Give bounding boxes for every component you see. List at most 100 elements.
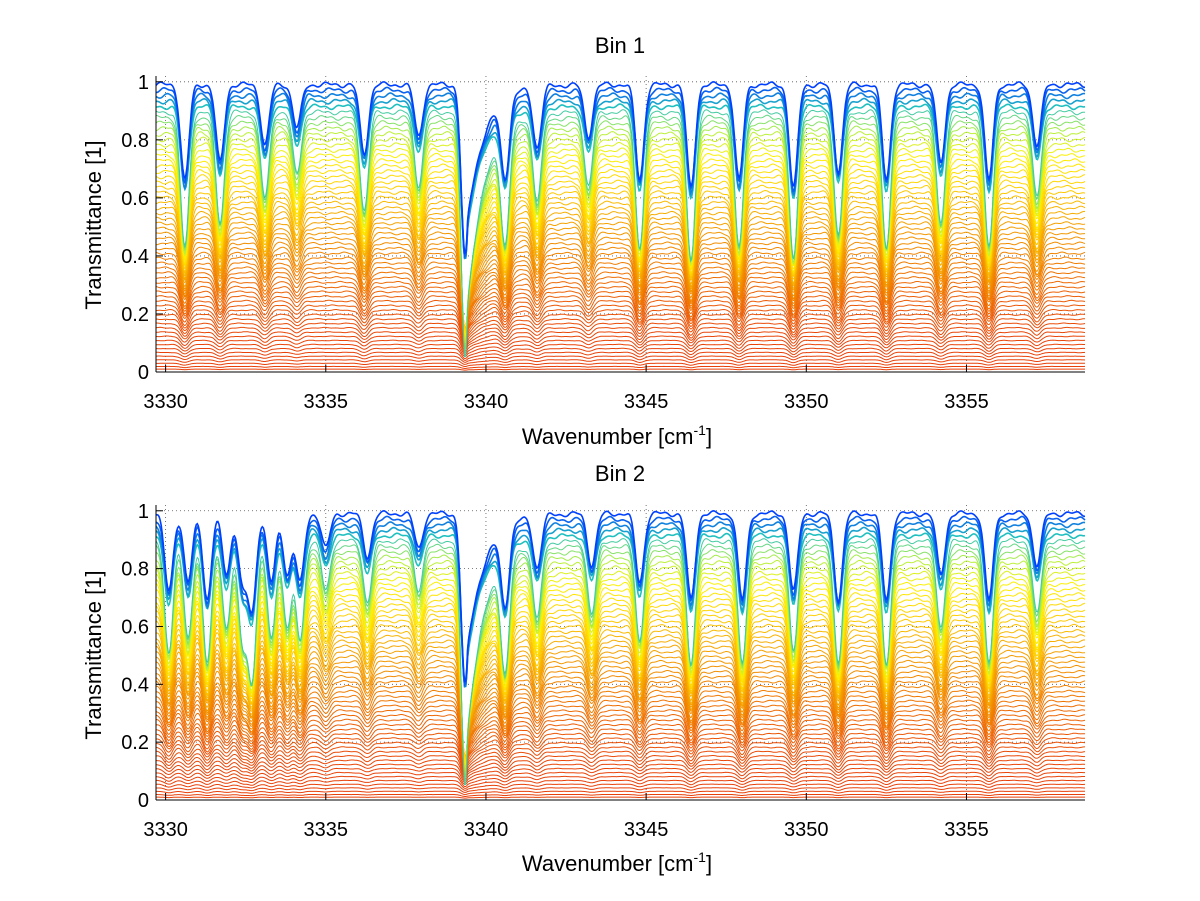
- series-group: [155, 509, 1086, 799]
- series-line: [155, 750, 1086, 776]
- x-tick-label: 3335: [304, 819, 349, 841]
- series-line: [155, 246, 1086, 332]
- series-line: [155, 586, 1086, 765]
- series-line: [155, 554, 1086, 778]
- series-line: [156, 794, 1085, 797]
- series-line: [155, 80, 1085, 255]
- series-line: [155, 709, 1086, 764]
- series-line: [155, 331, 1086, 351]
- series-line: [156, 339, 1086, 355]
- series-line: [155, 694, 1086, 760]
- series-line: [155, 570, 1086, 772]
- series-line: [155, 131, 1086, 350]
- series-line: [155, 775, 1085, 787]
- series-line: [155, 597, 1086, 766]
- series-line: [156, 335, 1086, 353]
- x-tick-label: 3340: [464, 391, 509, 413]
- series-line: [155, 732, 1085, 769]
- series-line: [155, 276, 1085, 334]
- y-tick-label: 0.4: [121, 674, 149, 696]
- y-tick-label: 0.8: [121, 559, 149, 581]
- series-line: [155, 771, 1085, 785]
- series-line: [155, 509, 1085, 683]
- series-line: [156, 351, 1086, 361]
- series-line: [155, 205, 1086, 332]
- y-tick-label: 0.6: [121, 616, 149, 638]
- series-line: [156, 343, 1085, 357]
- series-line: [155, 741, 1086, 773]
- series-group: [155, 80, 1086, 371]
- chart-title: Bin 1: [595, 33, 645, 58]
- series-line: [155, 565, 1086, 775]
- series-line: [156, 86, 1086, 259]
- series-line: [155, 326, 1085, 349]
- series-line: [155, 163, 1086, 337]
- series-line: [156, 767, 1086, 783]
- y-tick-label: 1: [138, 72, 149, 94]
- series-line: [155, 236, 1086, 329]
- series-line: [156, 664, 1086, 757]
- series-line: [155, 718, 1086, 765]
- series-line: [155, 689, 1086, 760]
- series-line: [156, 796, 1085, 799]
- y-tick-label: 0.8: [121, 130, 149, 152]
- x-tick-label: 3330: [143, 819, 188, 841]
- series-line: [155, 763, 1086, 781]
- x-axis-label: Wavenumber [cm-1]: [522, 849, 712, 876]
- chart-panel-bin-2: Bin 2 3330 3335 3340 3345 3350 3355 0 0.2 0.4 0.…: [81, 461, 1086, 876]
- series-line: [155, 592, 1086, 765]
- axes: [155, 76, 1085, 373]
- series-line: [155, 266, 1086, 332]
- series-line: [155, 109, 1086, 358]
- series-line: [155, 142, 1086, 344]
- x-tick-label: 3350: [784, 819, 829, 841]
- series-line: [155, 221, 1086, 329]
- series-line: [155, 179, 1086, 334]
- series-line: [155, 699, 1086, 761]
- y-axis-label: Transmittance [1]: [81, 140, 106, 309]
- x-tick-label: 3355: [944, 391, 989, 413]
- x-tick-label: 3345: [624, 819, 669, 841]
- series-line: [155, 285, 1086, 337]
- series-line: [155, 210, 1086, 332]
- series-line: [155, 515, 1086, 687]
- series-line: [155, 654, 1086, 757]
- y-tick-label: 0.2: [121, 304, 149, 326]
- series-line: [156, 759, 1086, 779]
- x-tick-label: 3350: [784, 391, 829, 413]
- series-line: [155, 136, 1086, 347]
- series-line: [156, 359, 1086, 365]
- series-line: [155, 152, 1086, 340]
- x-tick-label: 3335: [304, 391, 349, 413]
- series-line: [156, 184, 1085, 333]
- series-line: [155, 746, 1085, 775]
- series-line: [156, 114, 1086, 353]
- series-line: [155, 639, 1086, 760]
- series-line: [155, 261, 1086, 331]
- series-line: [155, 295, 1085, 338]
- series-line: [155, 241, 1086, 331]
- series-line: [155, 256, 1086, 331]
- series-line: [156, 787, 1085, 793]
- series-line: [155, 674, 1086, 760]
- series-line: [155, 195, 1086, 330]
- series-line: [155, 532, 1086, 688]
- y-tick-label: 0.6: [121, 188, 149, 210]
- series-line: [155, 679, 1086, 760]
- series-line: [156, 355, 1085, 363]
- series-line: [155, 92, 1086, 259]
- series-line: [156, 704, 1085, 762]
- series-line: [155, 313, 1086, 345]
- series-line: [155, 623, 1086, 759]
- series-line: [155, 347, 1086, 360]
- series-line: [155, 526, 1086, 688]
- axes: [155, 505, 1085, 801]
- series-line: [155, 158, 1086, 337]
- chart-panel-bin-1: Bin 1 3330 3335 3340 3345 3350 3355 0 0.2 0.4 0.…: [81, 33, 1086, 449]
- series-line: [155, 754, 1086, 777]
- series-line: [155, 362, 1085, 367]
- series-line: [155, 644, 1086, 758]
- y-tick-label: 1: [138, 501, 149, 523]
- series-line: [156, 322, 1086, 348]
